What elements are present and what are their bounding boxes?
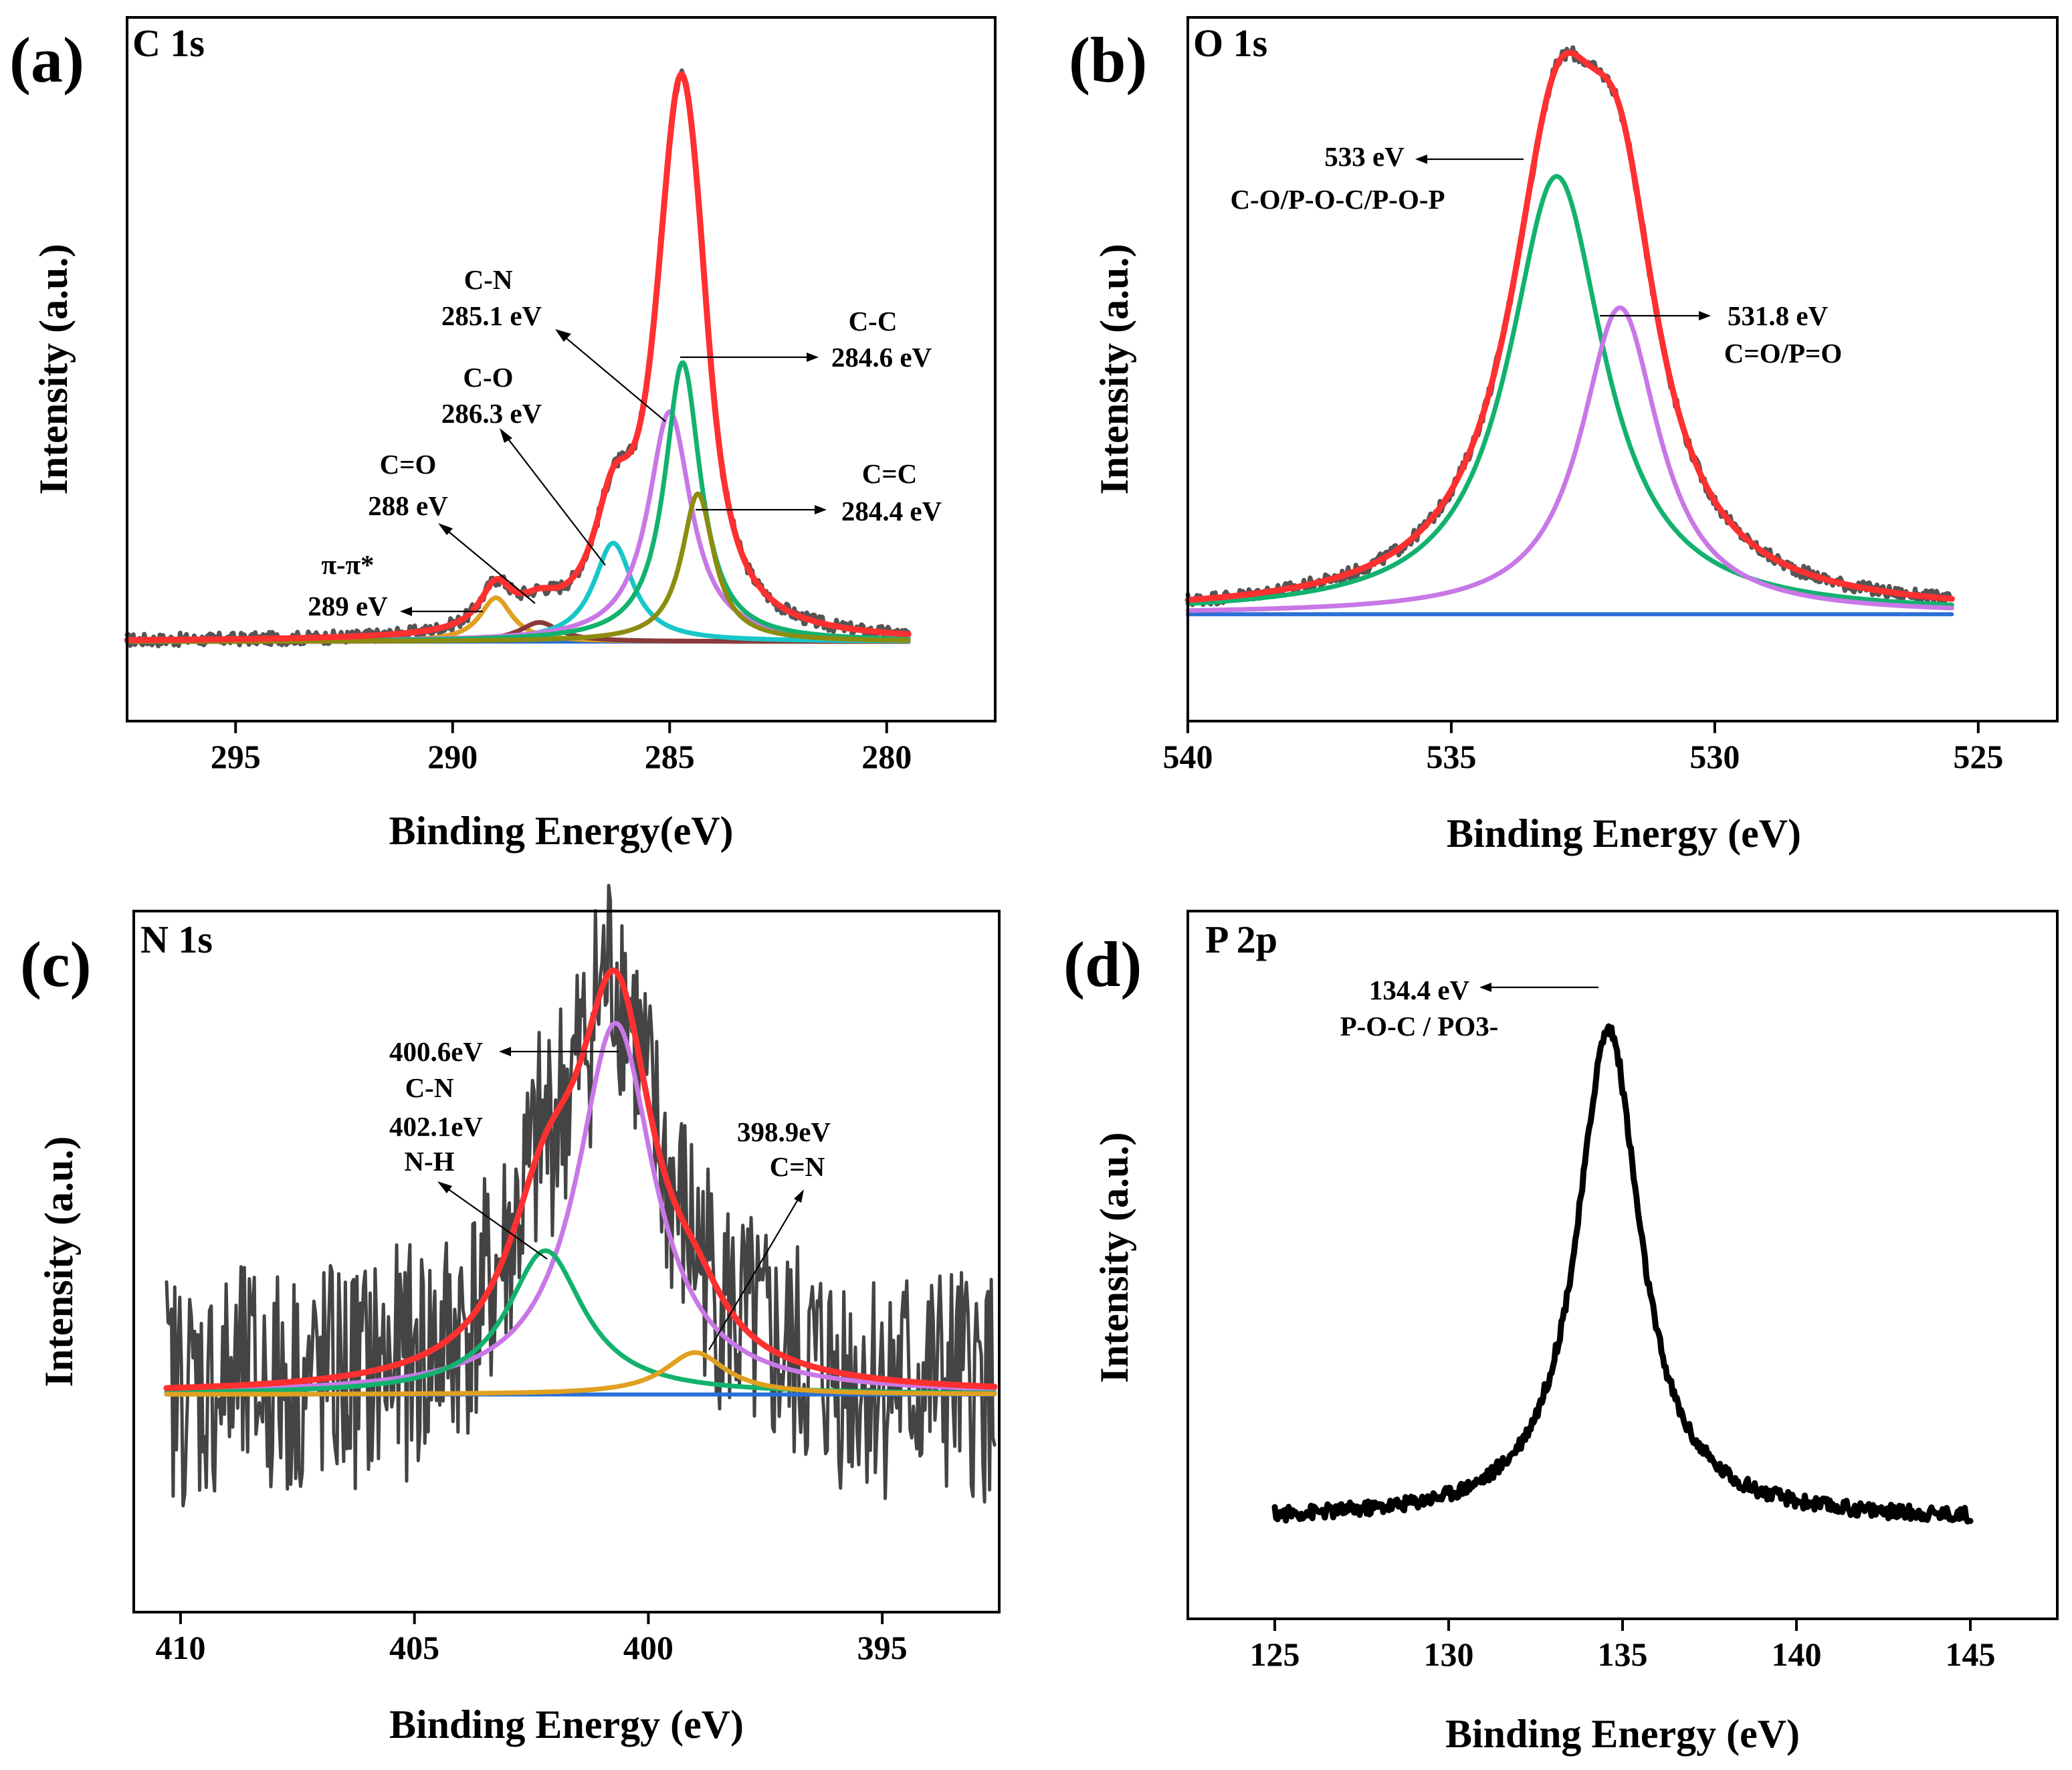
panel-b-y-label: Intensity (a.u.) [1092, 243, 1136, 494]
annotation-cc-name: C-C [849, 306, 898, 336]
annotation-4021-arrow [444, 1186, 548, 1260]
panel-b-tick-label-1: 535 [1426, 738, 1476, 775]
panel-c-frame [132, 910, 1001, 1613]
annotation-1344-name: P-O-C / PO3- [1340, 1011, 1499, 1042]
annotation-4006-energy: 400.6eV [389, 1036, 483, 1067]
panel-a-x-label: Binding Energy(eV) [389, 809, 733, 853]
annotation-co-name: C-O [463, 362, 513, 393]
panel-c-component-0 [164, 1021, 997, 1393]
annotation-co-arrow [504, 434, 606, 566]
annotation-533-arrowhead [1415, 155, 1427, 164]
panel-a-y-label: Intensity (a.u.) [31, 243, 76, 494]
panel-b-tick-label-0: 540 [1163, 738, 1213, 775]
panel-b-title: O 1s [1193, 21, 1267, 65]
panel-a-tick-label-0: 295 [211, 738, 261, 775]
panel-a-x-axis: 295 290 285 280 [211, 721, 912, 775]
annotation-cn-arrowhead [555, 329, 571, 342]
panel-c-tick-label-2: 400 [623, 1629, 674, 1666]
annotation-3989-arrowhead [794, 1189, 804, 1203]
panel-c-component-2 [164, 1350, 997, 1397]
panel-c-plot [163, 884, 998, 1508]
annotation-3989-energy: 398.9eV [737, 1116, 831, 1147]
panel-b-fit-envelope [1184, 50, 1955, 603]
panel-b-frame [1186, 16, 2059, 722]
annotation-pi-energy: 289 eV [308, 591, 388, 621]
annotation-5318-energy: 531.8 eV [1728, 300, 1829, 331]
panel-a: (a) C 1s 295 290 285 280 Binding Energy(eV)… [9, 16, 997, 853]
annotation-cn-arrow [561, 334, 666, 422]
panel-d-tick-label-4: 145 [1946, 1636, 1996, 1673]
panel-c-x-label: Binding Energy (eV) [389, 1702, 744, 1747]
annotation-4006-arrowhead [499, 1047, 511, 1056]
panel-a-title: C 1s [132, 21, 205, 65]
annotation-1344-energy: 134.4 eV [1369, 975, 1470, 1005]
panel-d-tick-label-3: 140 [1772, 1636, 1822, 1673]
panel-d-letter: (d) [1063, 928, 1142, 1000]
annotation-4021-arrowhead [437, 1181, 452, 1193]
panel-c-letter: (c) [20, 928, 92, 1000]
annotation-c-double-o-energy: 288 eV [368, 490, 448, 521]
annotation-cc-arrowhead [807, 353, 819, 362]
panel-b-component-1 [1185, 305, 1954, 613]
panel-a-fit-envelope [124, 71, 912, 644]
annotation-c-double-c-energy: 284.4 eV [841, 496, 942, 526]
panel-b-letter: (b) [1069, 24, 1147, 96]
panel-b-component-0 [1185, 174, 1954, 607]
annotation-pi-arrowhead [400, 607, 412, 616]
panel-d-tick-label-0: 125 [1250, 1636, 1300, 1673]
annotation-co-energy: 286.3 eV [441, 398, 542, 429]
annotation-cn-energy: 285.1 eV [441, 300, 542, 331]
panel-d-title: P 2p [1205, 918, 1277, 961]
panel-d-x-label: Binding Energy (eV) [1445, 1712, 1800, 1756]
panel-b-plot [1184, 45, 1955, 617]
annotation-co-arrowhead [500, 428, 512, 443]
panel-b: (b) O 1s 540 535 530 525 Binding Energy (eV… [1069, 16, 2059, 856]
annotation-c-double-c-name: C=C [862, 458, 918, 489]
annotation-533-name: C-O/P-O-C/P-O-P [1230, 184, 1445, 215]
panel-d-tick-label-2: 135 [1598, 1636, 1648, 1673]
panel-d-x-axis: 125 130 135 140 145 [1250, 1619, 1996, 1673]
panel-b-x-axis: 540 535 530 525 [1163, 721, 2003, 775]
annotation-cc-energy: 284.6 eV [831, 342, 932, 373]
panel-c-tick-label-0: 410 [155, 1629, 205, 1666]
panel-c-tick-label-1: 405 [389, 1629, 439, 1666]
annotation-533-energy: 533 eV [1324, 141, 1405, 172]
panel-a-tick-label-1: 290 [427, 738, 478, 775]
annotation-3989-name: C=N [770, 1151, 825, 1182]
annotation-4021-name: N-H [404, 1146, 454, 1177]
panel-d: (d) P 2p 125 130 135 140 145 Binding Energy … [1063, 910, 2059, 1756]
panel-a-plot [124, 68, 912, 649]
panel-d-y-label: Intensity (a.u.) [1092, 1132, 1136, 1383]
panel-c-tick-label-3: 395 [857, 1629, 908, 1666]
panel-b-tick-label-3: 525 [1953, 738, 2003, 775]
panel-d-plot [1271, 1023, 1974, 1525]
panel-a-frame [126, 16, 997, 722]
panel-a-letter: (a) [9, 24, 84, 96]
panel-c-fit-envelope [163, 967, 998, 1391]
panel-b-tick-label-2: 530 [1689, 738, 1740, 775]
panel-a-tick-label-2: 285 [645, 738, 695, 775]
annotation-1344-arrowhead [1479, 983, 1491, 992]
annotation-5318-arrowhead [1699, 311, 1711, 320]
annotation-pi-name: π-π* [321, 549, 374, 580]
panel-c-raw-spectrum [165, 884, 997, 1508]
panel-c-x-axis: 410 405 400 395 [155, 1612, 908, 1666]
annotation-c-double-c-arrowhead [815, 505, 827, 514]
panel-a-tick-label-3: 280 [861, 738, 912, 775]
panel-b-x-label: Binding Energy (eV) [1447, 811, 1801, 856]
annotation-c-double-o-name: C=O [380, 449, 437, 480]
annotation-5318-name: C=O/P=O [1724, 338, 1843, 369]
annotation-3989-arrow [708, 1197, 800, 1351]
annotation-c-double-o-arrowhead [438, 523, 453, 535]
panel-d-raw-spectrum [1271, 1023, 1974, 1525]
annotation-4021-energy: 402.1eV [389, 1111, 483, 1142]
panel-c-y-label: Intensity (a.u.) [37, 1136, 81, 1387]
annotation-cn-name: C-N [464, 264, 513, 295]
panel-c-title: N 1s [140, 918, 213, 961]
annotation-4006-name: C-N [405, 1072, 454, 1103]
annotation-c-double-o-arrow [444, 528, 536, 604]
panel-d-tick-label-1: 130 [1424, 1636, 1474, 1673]
panel-c: (c) N 1s 410 405 400 395 Binding Energy (eV… [20, 884, 1001, 1747]
